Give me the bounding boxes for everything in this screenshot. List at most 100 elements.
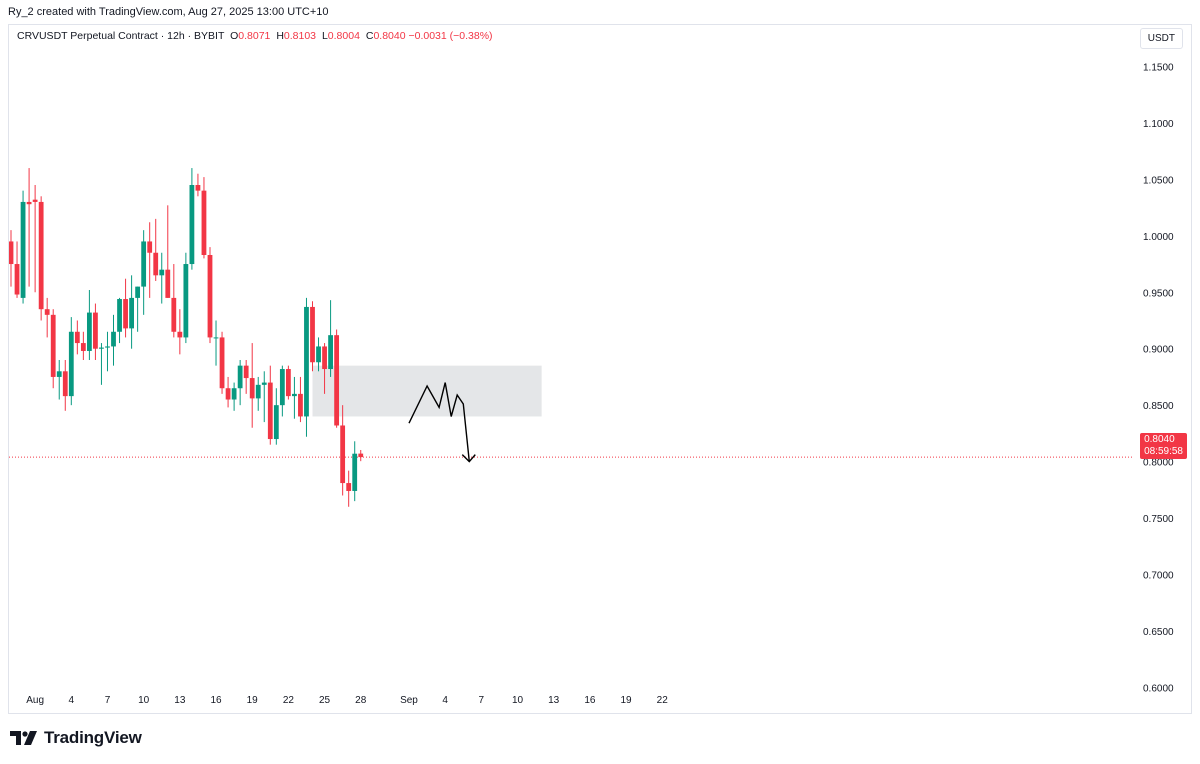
time-tick-label: 16 — [584, 695, 596, 706]
candle — [14, 241, 20, 298]
candle — [93, 303, 98, 360]
candle — [304, 297, 309, 437]
projection-layer — [408, 382, 476, 463]
candle — [328, 300, 333, 377]
candle — [141, 230, 147, 315]
currency-button[interactable]: USDT — [1139, 28, 1183, 49]
price-tick-label: 0.7500 — [1143, 514, 1174, 525]
candle-body — [111, 331, 116, 347]
candle-body — [304, 306, 309, 417]
time-tick-label: 4 — [69, 695, 75, 706]
open-label: O — [230, 30, 239, 42]
candle-body — [231, 388, 237, 400]
price-tick-label: 1.0500 — [1143, 175, 1174, 186]
bar-countdown: 08:59:58 — [1144, 446, 1183, 457]
symbol-title: CRVUSDT Perpetual Contract · 12h · BYBIT — [17, 30, 225, 42]
candle-body — [117, 299, 122, 332]
candle-body — [68, 331, 74, 397]
time-tick-label: 16 — [210, 695, 222, 706]
time-tick-label: 7 — [105, 695, 111, 706]
candle-body — [328, 335, 333, 370]
candle-body — [129, 297, 134, 329]
candlestick-chart[interactable]: 1.1500 1.1000 1.0500 1.0000 0.9500 0.9000 0.85… — [9, 25, 1192, 714]
candle — [9, 230, 14, 287]
candle-body — [358, 453, 364, 458]
candle-body — [225, 388, 231, 400]
candle-body — [141, 241, 147, 287]
candle — [111, 314, 116, 366]
candle — [201, 177, 207, 259]
candle — [105, 331, 110, 372]
candle — [322, 343, 327, 394]
price-tick-label: 1.1000 — [1143, 119, 1174, 130]
price-axis: 1.1500 1.1000 1.0500 1.0000 0.9500 0.9000 0.85… — [1143, 62, 1174, 694]
change-value: −0.0031 (−0.38%) — [408, 30, 493, 42]
time-tick-label: 22 — [657, 695, 669, 706]
last-price-tag: 0.8040 08:59:58 — [1140, 433, 1187, 459]
price-tick-label: 1.1500 — [1143, 62, 1174, 73]
supply-zone — [312, 365, 542, 417]
candle — [135, 286, 141, 332]
candle-body — [213, 337, 219, 339]
candle-body — [99, 347, 104, 349]
candle — [32, 185, 38, 293]
candle-body — [171, 297, 177, 332]
low-value: 0.8004 — [327, 30, 360, 42]
candle — [225, 376, 231, 408]
candle — [38, 196, 44, 321]
candles-layer — [9, 168, 364, 507]
candle-body — [237, 365, 243, 389]
time-tick-label: Sep — [400, 695, 418, 706]
last-price-value: 0.8040 — [1144, 434, 1175, 445]
candle-body — [207, 255, 213, 338]
projection-path — [408, 382, 470, 462]
candle-body — [80, 343, 86, 351]
candle-body — [56, 371, 62, 377]
candle-body — [32, 199, 38, 202]
candle — [310, 301, 315, 372]
candle-body — [292, 393, 297, 397]
candle — [273, 388, 279, 445]
candle — [298, 376, 303, 423]
close-label: C — [365, 30, 374, 42]
candle — [231, 382, 237, 411]
candle — [189, 168, 195, 270]
candle — [80, 331, 86, 360]
candle-body — [195, 185, 201, 191]
candle — [86, 290, 92, 360]
candle — [213, 320, 219, 366]
candle-body — [219, 337, 225, 389]
candle — [56, 360, 62, 400]
candle-body — [201, 190, 207, 255]
time-tick-label: Aug — [26, 695, 44, 706]
time-tick-label: 25 — [319, 695, 331, 706]
candle — [20, 190, 26, 304]
candle — [352, 441, 358, 502]
candle — [195, 173, 201, 197]
candle-body — [135, 286, 141, 298]
candle — [340, 405, 346, 496]
chart-credit: Ry_2 created with TradingView.com, Aug 2… — [8, 6, 329, 18]
candle-body — [14, 264, 20, 295]
time-tick-label: 10 — [512, 695, 524, 706]
candle — [358, 449, 364, 462]
candle-body — [153, 252, 159, 276]
candle — [316, 337, 321, 372]
time-axis: Aug 4 7 10 13 16 19 22 25 28 Sep 4 7 10 13 16 19 22 — [26, 695, 668, 706]
candle-body — [9, 241, 14, 265]
candle-body — [285, 369, 291, 397]
candle — [261, 371, 267, 423]
chart-area[interactable]: 1.1500 1.1000 1.0500 1.0000 0.9500 0.9000 0.85… — [8, 24, 1192, 714]
candle — [183, 252, 189, 344]
candle — [334, 329, 340, 428]
time-tick-label: 4 — [442, 695, 448, 706]
candle-body — [249, 378, 255, 399]
candle-body — [183, 264, 189, 338]
candle-body — [255, 384, 261, 399]
time-tick-label: 13 — [548, 695, 560, 706]
tradingview-logo[interactable]: TradingView — [10, 728, 142, 748]
candle — [62, 360, 68, 411]
candle-body — [165, 269, 171, 298]
candle — [44, 297, 50, 338]
price-tick-label: 0.6500 — [1143, 627, 1174, 638]
